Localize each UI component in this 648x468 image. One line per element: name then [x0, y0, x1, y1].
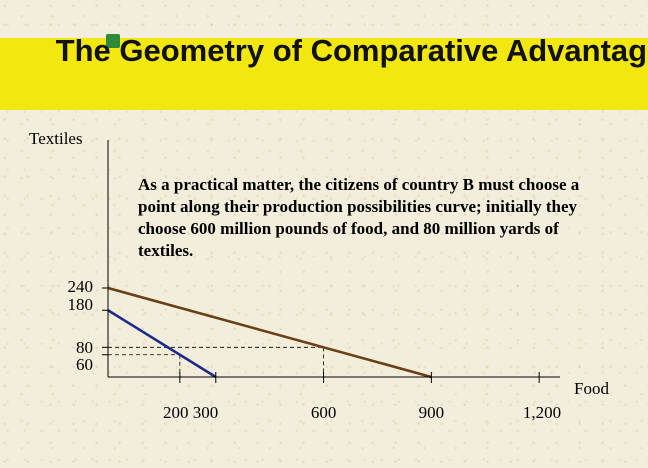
y-tick-label: 80 [76, 338, 93, 357]
x-tick-label: 600 [311, 403, 337, 422]
y-axis-label: Textiles [29, 129, 83, 148]
series-lines [107, 286, 432, 379]
x-tick-labels: 200 300 600 900 1,200 [163, 403, 561, 422]
y-tick-label: 60 [76, 355, 93, 374]
y-tick-label: 240 [68, 277, 94, 296]
title-accent-square [106, 34, 120, 48]
axes [107, 140, 560, 378]
annotation-text: As a practical matter, the citizens of c… [138, 175, 580, 260]
x-tick-label: 900 [419, 403, 445, 422]
slide-title: The Geometry of Comparative Advantage [55, 33, 648, 68]
ppf-line-1 [107, 309, 217, 379]
x-tick-label: 200 300 [163, 403, 218, 422]
y-tick-label: 180 [68, 295, 94, 314]
x-axis-label: Food [574, 379, 609, 398]
title-band [0, 38, 648, 110]
ticks [102, 287, 540, 383]
ppf-line-2 [107, 286, 432, 379]
x-tick-label: 1,200 [523, 403, 561, 422]
